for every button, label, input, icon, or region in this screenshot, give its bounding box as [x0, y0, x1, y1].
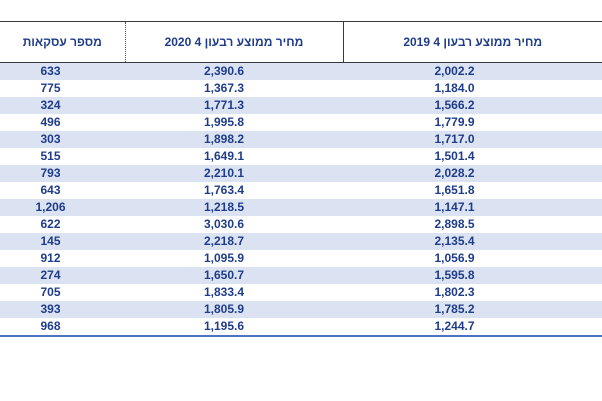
avg-price-2019-cell: 2,135.4 — [343, 233, 602, 250]
avg-price-2020-cell: 1,367.3 — [125, 80, 343, 97]
avg-price-2020-cell: 1,649.1 — [125, 148, 343, 165]
table-row: 793 2,210.1 2,028.2 — [0, 165, 602, 182]
table-row: 775 1,367.3 1,184.0 — [0, 80, 602, 97]
table-row: 496 1,995.8 1,779.9 — [0, 114, 602, 131]
avg-price-2020-cell: 2,390.6 — [125, 62, 343, 80]
avg-price-2019-cell: 1,147.1 — [343, 199, 602, 216]
avg-price-2020-cell: 3,030.6 — [125, 216, 343, 233]
table-row: 633 2,390.6 2,002.2 — [0, 62, 602, 80]
avg-price-2019-cell: 2,002.2 — [343, 62, 602, 80]
avg-price-2020-cell: 1,771.3 — [125, 97, 343, 114]
avg-price-2020-cell: 1,650.7 — [125, 267, 343, 284]
avg-price-2019-cell: 1,717.0 — [343, 131, 602, 148]
header-avg-price-q4-2019: מחיר ממוצע רבעון 4 2019 — [343, 21, 602, 63]
table-row: 145 2,218.7 2,135.4 — [0, 233, 602, 250]
avg-price-2019-cell: 1,501.4 — [343, 148, 602, 165]
transaction-count-cell: 643 — [0, 182, 125, 199]
header-avg-price-q4-2020: מחיר ממוצע רבעון 4 2020 — [125, 21, 344, 63]
transactions-price-table: מספר עסקאות מחיר ממוצע רבעון 4 2020 מחיר… — [0, 21, 602, 337]
transaction-count-cell: 968 — [0, 318, 125, 337]
table-row: 643 1,763.4 1,651.8 — [0, 182, 602, 199]
transaction-count-cell: 705 — [0, 284, 125, 301]
transaction-count-cell: 145 — [0, 233, 125, 250]
table-row: 622 3,030.6 2,898.5 — [0, 216, 602, 233]
avg-price-2020-cell: 1,218.5 — [125, 199, 343, 216]
table-body: 633 2,390.6 2,002.2 775 1,367.3 1,184.0 324 1,7… — [0, 62, 602, 337]
avg-price-2019-cell: 1,184.0 — [343, 80, 602, 97]
transaction-count-cell: 775 — [0, 80, 125, 97]
transaction-count-cell: 274 — [0, 267, 125, 284]
table-row: 393 1,805.9 1,785.2 — [0, 301, 602, 318]
avg-price-2019-cell: 1,566.2 — [343, 97, 602, 114]
transaction-count-cell: 1,206 — [0, 199, 125, 216]
avg-price-2020-cell: 1,095.9 — [125, 250, 343, 267]
transaction-count-cell: 633 — [0, 62, 125, 80]
table-row: 968 1,195.6 1,244.7 — [0, 318, 602, 337]
avg-price-2019-cell: 2,028.2 — [343, 165, 602, 182]
header-row: מספר עסקאות מחיר ממוצע רבעון 4 2020 מחיר… — [0, 21, 602, 63]
avg-price-2020-cell: 2,218.7 — [125, 233, 343, 250]
avg-price-2020-cell: 1,763.4 — [125, 182, 343, 199]
table-row: 705 1,833.4 1,802.3 — [0, 284, 602, 301]
avg-price-2020-cell: 1,833.4 — [125, 284, 343, 301]
avg-price-2019-cell: 1,785.2 — [343, 301, 602, 318]
transaction-count-cell: 393 — [0, 301, 125, 318]
table-row: 274 1,650.7 1,595.8 — [0, 267, 602, 284]
table-row: 515 1,649.1 1,501.4 — [0, 148, 602, 165]
avg-price-2019-cell: 1,651.8 — [343, 182, 602, 199]
table-row: 324 1,771.3 1,566.2 — [0, 97, 602, 114]
avg-price-2020-cell: 1,995.8 — [125, 114, 343, 131]
table-row: 1,206 1,218.5 1,147.1 — [0, 199, 602, 216]
avg-price-2019-cell: 2,898.5 — [343, 216, 602, 233]
header-transaction-count: מספר עסקאות — [0, 21, 126, 63]
transaction-count-cell: 793 — [0, 165, 125, 182]
transaction-count-cell: 912 — [0, 250, 125, 267]
transaction-count-cell: 515 — [0, 148, 125, 165]
avg-price-2020-cell: 1,898.2 — [125, 131, 343, 148]
avg-price-2019-cell: 1,779.9 — [343, 114, 602, 131]
transaction-count-cell: 622 — [0, 216, 125, 233]
avg-price-2019-cell: 1,244.7 — [343, 318, 602, 337]
avg-price-2020-cell: 1,195.6 — [125, 318, 343, 337]
avg-price-2019-cell: 1,056.9 — [343, 250, 602, 267]
transaction-count-cell: 324 — [0, 97, 125, 114]
transaction-count-cell: 496 — [0, 114, 125, 131]
avg-price-2020-cell: 2,210.1 — [125, 165, 343, 182]
table-header: מספר עסקאות מחיר ממוצע רבעון 4 2020 מחיר… — [0, 21, 602, 63]
table-row: 912 1,095.9 1,056.9 — [0, 250, 602, 267]
avg-price-2020-cell: 1,805.9 — [125, 301, 343, 318]
table-row: 303 1,898.2 1,717.0 — [0, 131, 602, 148]
avg-price-2019-cell: 1,802.3 — [343, 284, 602, 301]
transactions-price-table-container: מספר עסקאות מחיר ממוצע רבעון 4 2020 מחיר… — [0, 21, 602, 337]
avg-price-2019-cell: 1,595.8 — [343, 267, 602, 284]
transaction-count-cell: 303 — [0, 131, 125, 148]
